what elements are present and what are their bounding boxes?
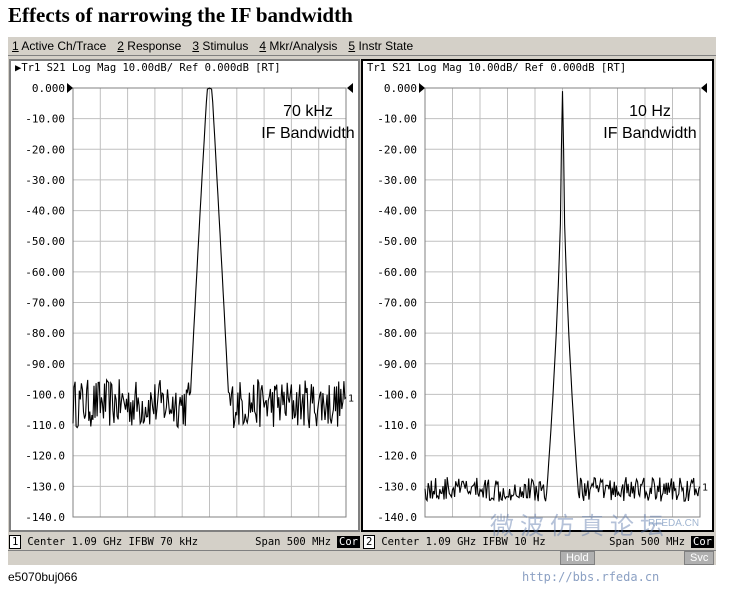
y-tick-label: -50.00 <box>25 235 65 248</box>
y-tick-label: -90.00 <box>25 358 65 371</box>
center-frequency: Center 1.09 GHz <box>27 535 123 548</box>
y-tick-label: -30.00 <box>25 174 65 187</box>
y-tick-label: 0.000 <box>32 82 65 95</box>
if-bandwidth: IFBW 10 Hz <box>482 535 546 548</box>
watermark-logo: 微波仿真论坛 <box>490 512 670 540</box>
channel-2-panel[interactable]: Tr1 S21 Log Mag 10.00dB/ Ref 0.000dB [RT… <box>361 59 714 532</box>
channel-number[interactable]: 1 <box>9 534 22 549</box>
bandwidth-annotation: 10 Hz <box>629 103 671 120</box>
bandwidth-annotation: IF Bandwidth <box>261 125 354 142</box>
y-tick-label: -80.00 <box>25 327 65 340</box>
svc-indicator[interactable]: Svc <box>684 551 715 565</box>
hold-indicator[interactable]: Hold <box>560 551 595 565</box>
y-tick-label: -140.0 <box>25 511 65 524</box>
if-bandwidth: IFBW 70 kHz <box>128 535 199 548</box>
ref-marker-right-icon <box>701 83 707 93</box>
plot-frame <box>424 87 701 518</box>
trace-line <box>424 91 701 503</box>
y-tick-label: -110.0 <box>25 419 65 432</box>
y-tick-label: -70.00 <box>377 297 417 310</box>
trace-marker-label: 1 <box>348 393 354 404</box>
chart-channel-2: 0.000 -10.00 -20.00 -30.00 -40.00 -50.00 -60.0… <box>377 82 708 524</box>
watermark-url: http://bbs.rfeda.cn <box>522 570 660 584</box>
menu-active-ch-trace[interactable]: 1 Active Ch/Trace <box>12 39 107 53</box>
y-tick-label: -130.0 <box>377 480 417 493</box>
instrument-status-bar: Hold Svc <box>8 550 716 565</box>
y-tick-label: -20.00 <box>25 143 65 156</box>
y-tick-label: -110.0 <box>377 419 417 432</box>
ref-marker-right-icon <box>347 83 353 93</box>
trace-header: Tr1 S21 Log Mag 10.00dB/ Ref 0.000dB [RT… <box>367 62 627 74</box>
y-tick-label: -40.00 <box>377 205 417 218</box>
y-tick-label: -100.0 <box>377 388 417 401</box>
y-tick-label: -120.0 <box>25 450 65 463</box>
y-tick-label: -60.00 <box>377 266 417 279</box>
trace-header: ▶Tr1 S21 Log Mag 10.00dB/ Ref 0.000dB [R… <box>15 62 281 74</box>
status-bar-channel-2: 2 Center 1.09 GHz IFBW 10 Hz Span 500 MH… <box>363 534 714 549</box>
ref-marker-left-icon <box>419 83 425 93</box>
instrument-display: ▶Tr1 S21 Log Mag 10.00dB/ Ref 0.000dB [R… <box>8 56 716 565</box>
y-tick-label: -50.00 <box>377 235 417 248</box>
ref-marker-left-icon <box>67 83 73 93</box>
chart-channel-1: 0.000 -10.00 -20.00 -30.00 -40.00 -50.00 -60.0… <box>25 82 354 524</box>
y-tick-label: -20.00 <box>377 143 417 156</box>
page-title: Effects of narrowing the IF bandwidth <box>8 3 353 27</box>
menu-stimulus[interactable]: 3 Stimulus <box>192 39 249 53</box>
channel-1-panel[interactable]: ▶Tr1 S21 Log Mag 10.00dB/ Ref 0.000dB [R… <box>9 59 360 532</box>
y-tick-label: -60.00 <box>25 266 65 279</box>
y-tick-label: -90.00 <box>377 358 417 371</box>
y-tick-label: -80.00 <box>377 327 417 340</box>
span-value: Span 500 MHz <box>609 535 686 548</box>
y-tick-label: -10.00 <box>377 113 417 126</box>
channel-number[interactable]: 2 <box>363 534 376 549</box>
correction-badge: Cor <box>691 535 714 548</box>
trace-line <box>72 87 347 429</box>
status-bar-channel-1: 1 Center 1.09 GHz IFBW 70 kHz Span 500 M… <box>9 534 360 549</box>
y-tick-label: -10.00 <box>25 113 65 126</box>
menu-response[interactable]: 2 Response <box>117 39 182 53</box>
y-tick-label: -100.0 <box>25 388 65 401</box>
figure-caption: e5070buj066 <box>8 570 78 584</box>
y-tick-label: -120.0 <box>377 450 417 463</box>
watermark-small-text: RFEDA.CN <box>648 518 700 529</box>
y-tick-label: -70.00 <box>25 297 65 310</box>
y-tick-label: 0.000 <box>384 82 417 95</box>
y-tick-label: -30.00 <box>377 174 417 187</box>
correction-badge: Cor <box>337 535 360 548</box>
menu-mkr-analysis[interactable]: 4 Mkr/Analysis <box>259 39 338 53</box>
bandwidth-annotation: IF Bandwidth <box>603 125 696 142</box>
y-tick-label: -40.00 <box>25 205 65 218</box>
span-value: Span 500 MHz <box>255 535 332 548</box>
center-frequency: Center 1.09 GHz <box>381 535 477 548</box>
y-tick-label: -130.0 <box>25 480 65 493</box>
bandwidth-annotation: 70 kHz <box>283 103 333 120</box>
menu-instr-state[interactable]: 5 Instr State <box>348 39 414 53</box>
menu-bar: 1 Active Ch/Trace 2 Response 3 Stimulus … <box>8 36 716 56</box>
y-tick-label: -140.0 <box>377 511 417 524</box>
trace-marker-label: 1 <box>702 482 708 493</box>
